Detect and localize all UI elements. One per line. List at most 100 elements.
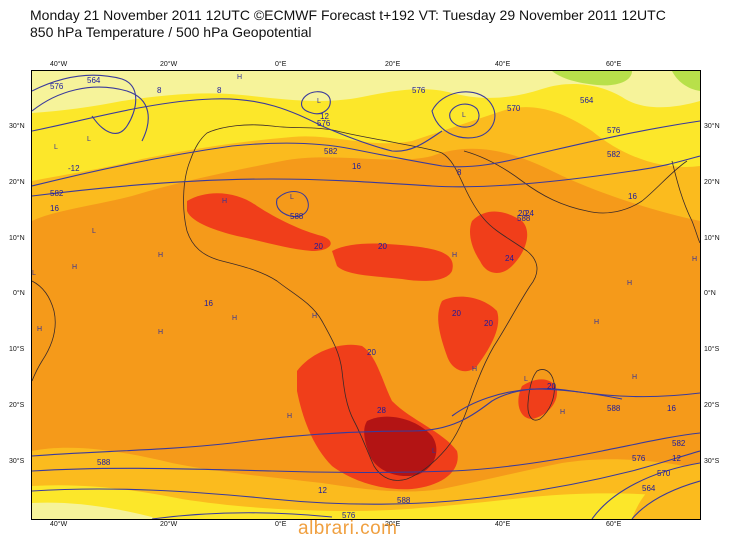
madagascar-coastline — [527, 369, 555, 421]
temp-label: 20 — [378, 242, 387, 251]
temp-label: 16 — [204, 299, 213, 308]
high-marker: H — [158, 252, 163, 259]
high-marker: H — [452, 252, 457, 259]
high-marker: H — [632, 374, 637, 381]
high-marker: H — [560, 409, 565, 416]
lat-tick-right: 0°N — [704, 290, 716, 297]
temp-label: 8 — [457, 168, 462, 177]
low-marker: L — [92, 228, 96, 235]
temp-label: 20 — [518, 209, 527, 218]
gp-label: 564 — [580, 96, 594, 105]
high-marker: H — [312, 313, 317, 320]
lon-tick-bottom: 20°E — [385, 521, 401, 528]
chart-subtitle: 850 hPa Temperature / 500 hPa Geopotenti… — [30, 24, 312, 40]
high-marker: H — [627, 280, 632, 287]
arabia-coastline — [463, 150, 688, 214]
lat-tick-left: 30°S — [9, 458, 25, 465]
zone-sw-0-8 — [32, 502, 154, 519]
chart-title: Monday 21 November 2011 12UTC ©ECMWF For… — [30, 7, 666, 23]
lat-tick-left: 10°S — [9, 346, 25, 353]
lat-tick-right: 20°N — [704, 179, 720, 186]
contour-588-blob — [276, 190, 309, 218]
contour-576-south — [32, 450, 700, 505]
temp-label: -12 — [68, 164, 80, 173]
contour-582-north — [32, 120, 700, 187]
temp-label: 8 — [157, 86, 162, 95]
gp-label: 582 — [607, 150, 621, 159]
low-marker: L — [462, 112, 466, 119]
contour-570 — [32, 86, 149, 142]
forecast-map: 564 576 576 582 588 576 582 582 588 576 … — [31, 70, 701, 520]
temp-label: 20 — [367, 348, 376, 357]
temp-label: 28 — [377, 406, 386, 415]
lon-tick-bottom: 40°E — [495, 521, 511, 528]
high-marker: H — [158, 329, 163, 336]
watermark: albrari.com — [298, 518, 398, 539]
low-marker: L — [87, 136, 91, 143]
gp-label: 576 — [412, 86, 426, 95]
india-coastline — [671, 160, 700, 244]
high-marker: H — [237, 74, 242, 81]
lon-tick-top: 60°E — [606, 61, 622, 68]
temp-label: 16 — [628, 192, 637, 201]
gp-label: 576 — [342, 511, 356, 519]
contour-564 — [32, 74, 137, 134]
gp-label: 582 — [672, 439, 686, 448]
temp-label: 8 — [217, 86, 222, 95]
gp-label: 576 — [50, 82, 64, 91]
contour-570-south — [151, 512, 333, 519]
zone-20-24-west — [187, 193, 331, 251]
zone-lt0 — [552, 71, 632, 86]
gp-label: 588 — [97, 458, 111, 467]
gp-label: 582 — [324, 147, 338, 156]
high-marker: H — [594, 319, 599, 326]
gp-label: 588 — [290, 212, 304, 221]
lat-tick-left: 30°N — [9, 123, 25, 130]
lat-tick-left: 0°N — [13, 290, 25, 297]
lon-tick-bottom: 20°W — [160, 521, 178, 528]
map-svg: 564 576 576 582 588 576 582 582 588 576 … — [32, 71, 700, 519]
lon-tick-bottom: 60°E — [606, 521, 622, 528]
low-marker: L — [54, 144, 58, 151]
lat-tick-left: 10°N — [9, 235, 25, 242]
high-marker: H — [232, 315, 237, 322]
zone-east-12-16 — [632, 463, 700, 519]
temp-label: 24 — [525, 209, 534, 218]
high-marker: H — [692, 256, 697, 263]
gp-label: 582 — [50, 189, 64, 198]
temp-label: 20 — [484, 319, 493, 328]
zone-20-24-central — [332, 243, 453, 281]
zone-20-24-east — [469, 211, 528, 273]
geopotential-labels: 564 576 576 582 588 576 582 582 588 576 … — [50, 76, 686, 519]
lat-tick-right: 10°N — [704, 235, 720, 242]
temp-label: 20 — [547, 382, 556, 391]
lat-tick-right: 20°S — [704, 402, 720, 409]
gp-label: 570 — [507, 104, 521, 113]
low-circle-inner — [449, 103, 480, 128]
gp-label: 570 — [657, 469, 671, 478]
lat-tick-right: 30°N — [704, 123, 720, 130]
gp-label: 576 — [632, 454, 646, 463]
lat-tick-left: 20°S — [9, 402, 25, 409]
zone-20-24-rift — [438, 296, 499, 372]
low-circle-outer — [431, 91, 496, 139]
contour-576-north — [32, 98, 443, 152]
gp-label: 564 — [642, 484, 656, 493]
gp-label: 588 — [607, 404, 621, 413]
temp-label: 16 — [50, 204, 59, 213]
gp-label: 576 — [607, 126, 621, 135]
temp-label: 12 — [320, 112, 329, 121]
low-marker: L — [432, 448, 436, 455]
high-marker: H — [287, 413, 292, 420]
low-marker: L — [290, 194, 294, 201]
zone-0-8 — [32, 71, 700, 113]
contour-588-madagascar — [451, 388, 623, 417]
geopotential-contours — [32, 74, 700, 519]
pressure-markers: H L L L L H L L H H L H H H H H H H H H … — [32, 74, 697, 455]
lon-tick-top: 20°W — [160, 61, 178, 68]
contour-570-se — [591, 462, 700, 519]
lon-tick-bottom: 0°E — [275, 521, 287, 528]
zone-south-8-12 — [32, 485, 700, 519]
gp-label: 564 — [87, 76, 101, 85]
lon-tick-top: 40°E — [495, 61, 511, 68]
